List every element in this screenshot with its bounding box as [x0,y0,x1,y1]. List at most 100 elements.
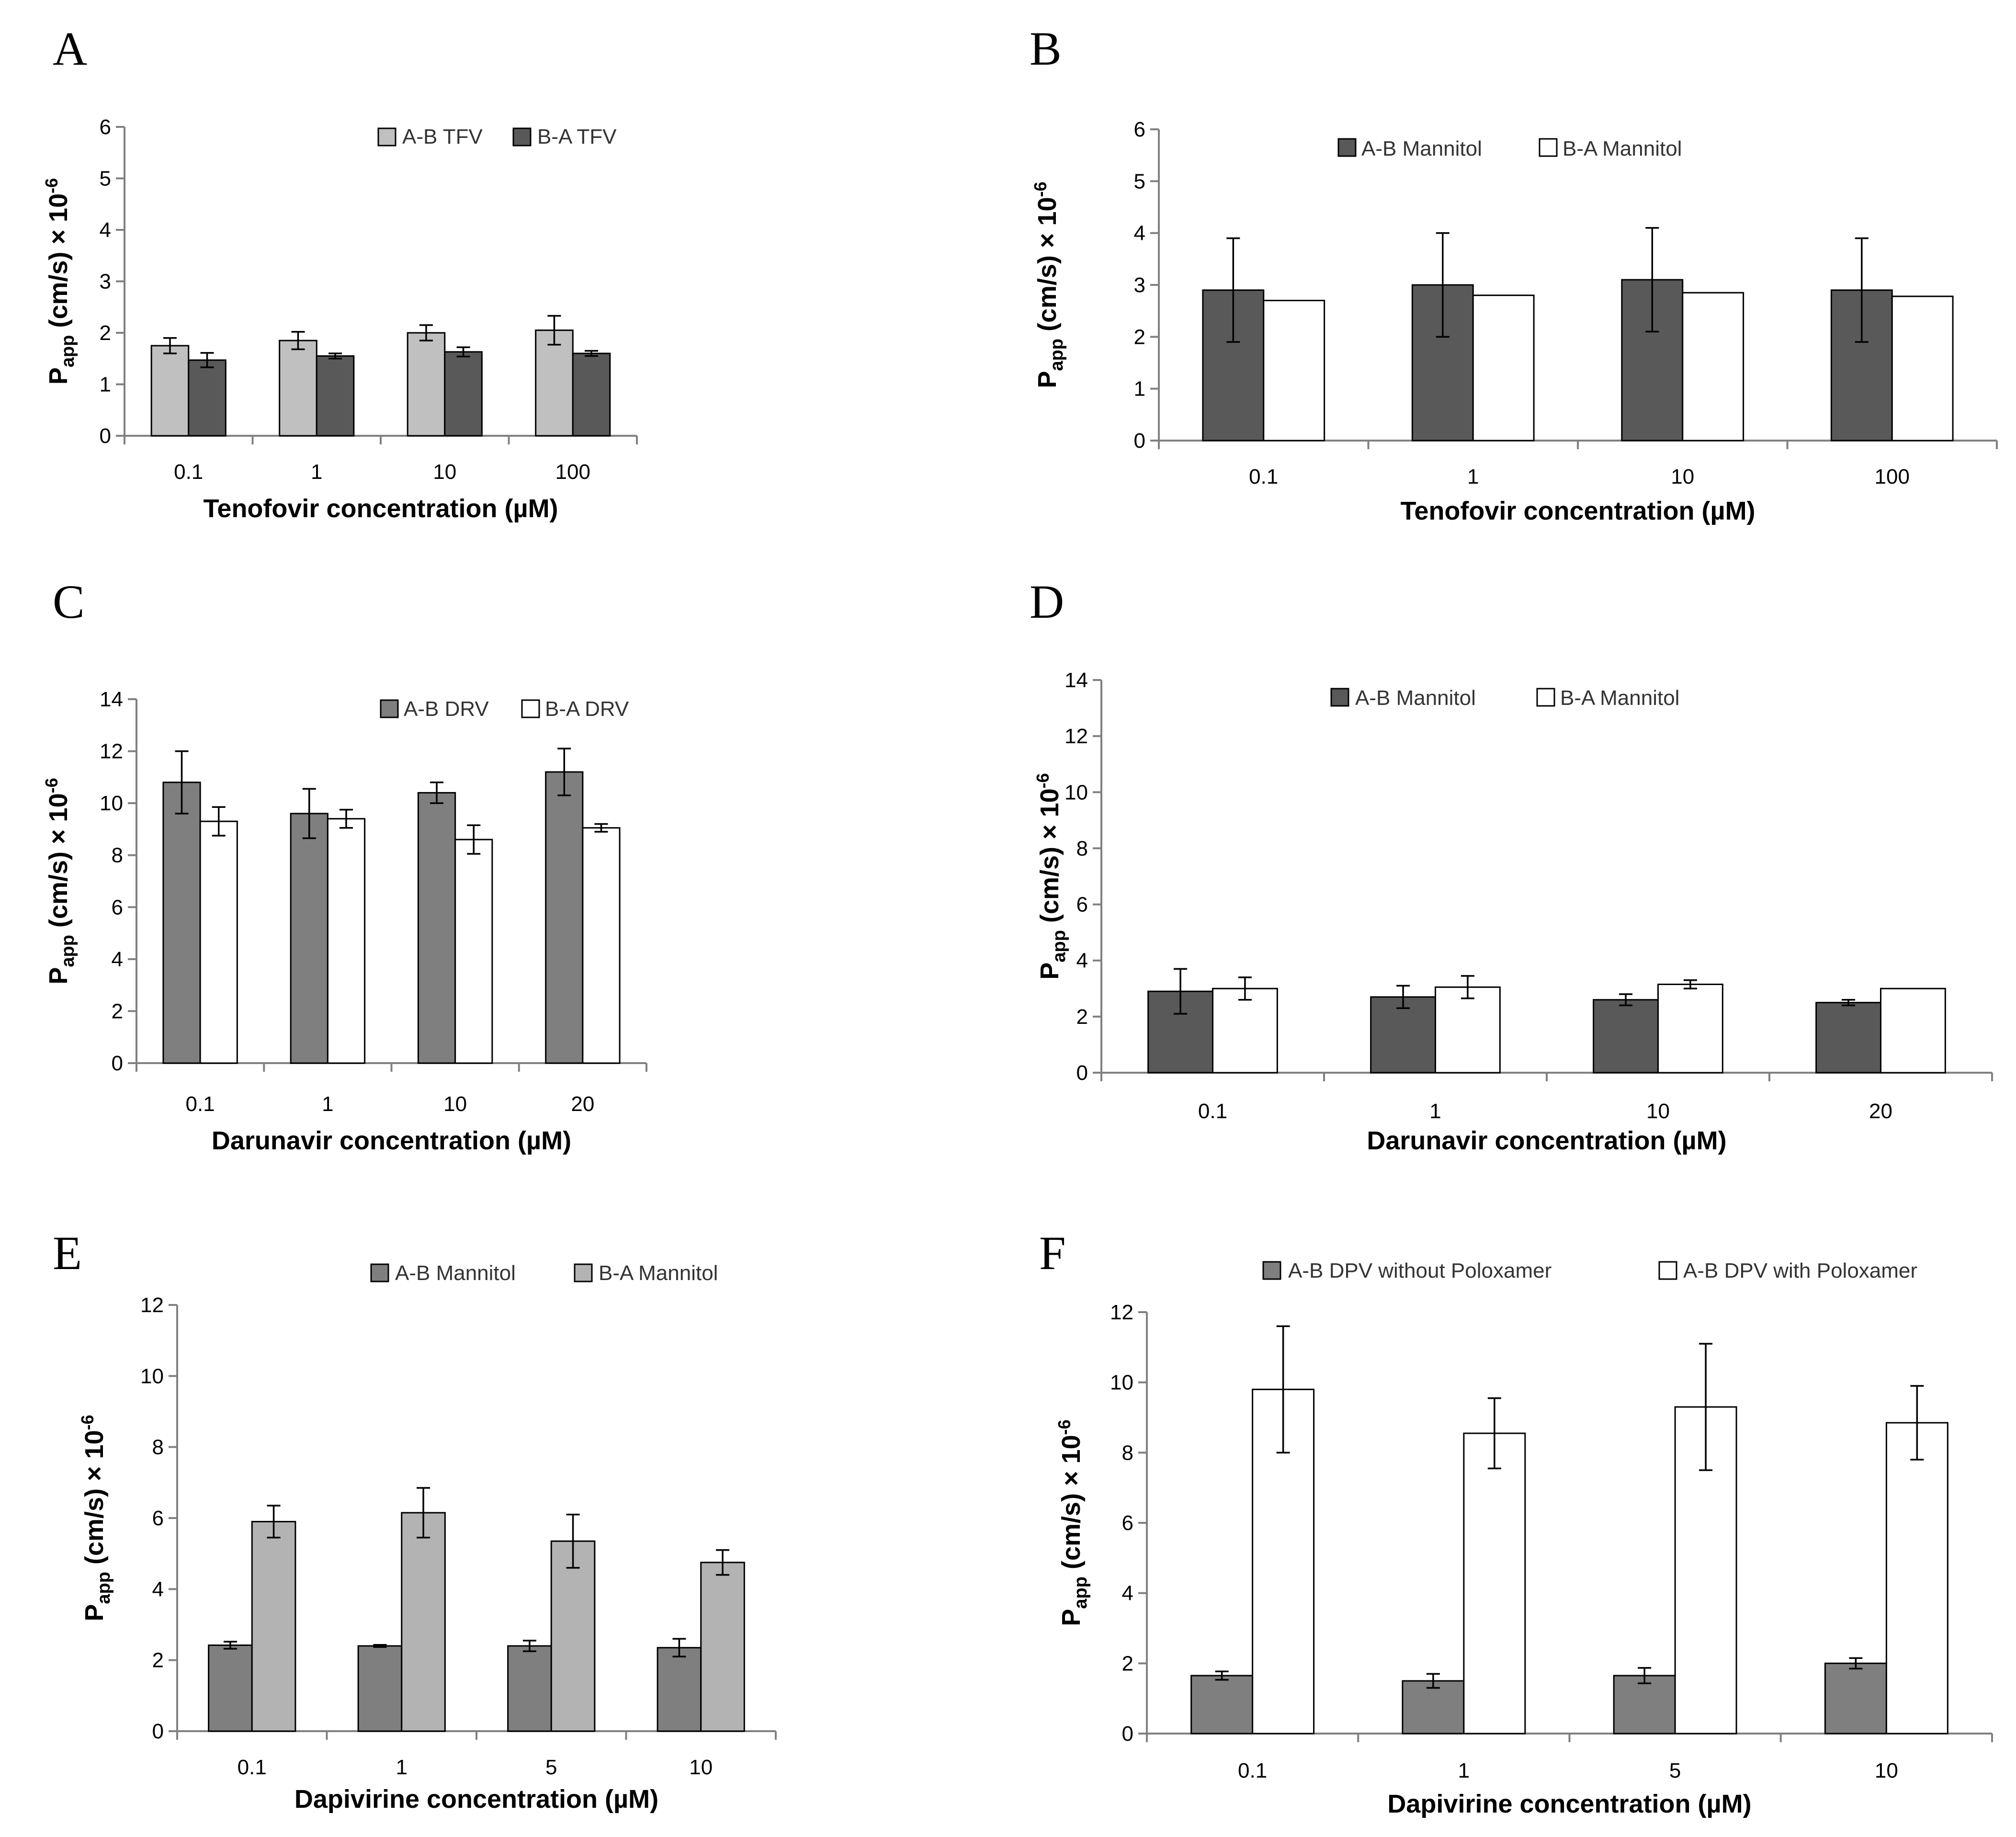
y-tick-label: 6 [1134,118,1145,141]
x-tick-label: 5 [545,1756,557,1779]
legend-label: B-A Mannitol [1563,137,1682,160]
legend-label: A-B TFV [402,125,483,148]
panel-e: E 0 2 4 6 8 10 12 0.1 1 5 10 A-B Mannitol B-A Mannito… [53,1226,777,1814]
x-tick-label: 1 [1458,1759,1470,1782]
y-axis-title: Papp (cm/s) × 10-6 [42,178,78,385]
bar [507,1645,552,1732]
bar [1824,1662,1887,1735]
y-tick-label: 0 [112,1052,123,1075]
x-tick-label: 0.1 [1238,1759,1267,1782]
legend-label: A-B Mannitol [1355,686,1476,710]
y-tick-label: 6 [112,896,123,919]
y-tick-label: 12 [100,740,123,763]
y-tick-label: 1 [1134,377,1145,401]
bar [444,351,483,437]
y-tick-label: 10 [100,792,123,815]
bar [1891,295,1954,442]
panel-letter: A [53,22,87,75]
bar [1613,1675,1676,1735]
legend-swatch [1658,1261,1677,1280]
y-axis-title-sub: app [94,1572,114,1604]
y-tick-label: 5 [100,167,111,191]
bar [1657,984,1723,1074]
y-tick-label: 8 [112,844,123,867]
y-axis-title-rest: (cm/s) × 10 [1033,197,1062,339]
panel-letter: B [1030,22,1062,75]
x-tick-label: 100 [555,460,590,484]
y-tick-label: 4 [1076,949,1088,973]
y-tick-label: 3 [100,270,111,294]
y-axis-title-sup: -6 [1054,1419,1074,1435]
x-axis-title: Darunavir concentration (µM) [1367,1126,1726,1155]
bar [316,355,355,437]
bar [1593,999,1659,1074]
y-axis-title-main: P [1035,963,1064,980]
bar [188,359,227,437]
legend-label: B-A Mannitol [1560,686,1679,710]
y-tick-label: 8 [1076,837,1088,860]
y-tick-label: 4 [112,948,123,971]
x-tick-label: 20 [1869,1100,1892,1123]
bar [150,345,190,437]
panel-b: B 0 1 2 3 4 5 6 0.1 1 10 100 A-B Mannitol B-A Mannito… [1030,22,1998,525]
bar [657,1647,702,1732]
y-tick-label: 2 [152,1649,164,1672]
x-axis-title: Dapivirine concentration (µM) [1387,1790,1751,1818]
y-axis-title-sub: app [58,335,78,368]
legend-swatch [1536,688,1555,707]
bar [251,1520,296,1732]
y-tick-label: 12 [1110,1301,1133,1324]
y-tick-label: 4 [1134,222,1145,245]
bar [550,1540,596,1732]
x-tick-label: 1 [1429,1100,1441,1123]
bar [454,839,493,1064]
panel-f: F 0 2 4 6 8 10 12 0.1 1 5 10 A-B DPV without Poloxam… [1039,1226,1993,1818]
bar [1202,289,1265,442]
y-tick-label: 0 [1134,429,1145,453]
bar [290,813,328,1064]
bar [1815,1002,1881,1074]
bar [535,329,574,437]
x-tick-label: 10 [433,460,456,484]
y-axis-title-rest: (cm/s) × 10 [80,1430,109,1572]
x-tick-label: 0.1 [174,460,203,484]
x-axis-title: Tenofovir concentration (µM) [203,494,558,523]
bar [1682,292,1744,442]
x-tick-label: 0.1 [1249,465,1278,488]
y-tick-label: 2 [100,321,111,345]
bar [1435,986,1501,1074]
bar [401,1512,446,1732]
x-tick-label: 0.1 [238,1756,267,1779]
y-axis-title-sup: -6 [42,778,61,793]
bar [1885,1422,1948,1735]
legend-label: B-A Mannitol [599,1261,718,1285]
y-axis-title-main: P [1033,371,1062,388]
bar [582,827,621,1064]
y-tick-label: 2 [1076,1005,1088,1029]
y-axis-title-main: P [1057,1609,1086,1626]
y-axis-title-sub: app [1071,1576,1091,1609]
y-axis-title-sub: app [58,935,78,967]
y-axis-title-main: P [44,967,73,985]
y-tick-label: 0 [152,1720,164,1743]
bar [1212,987,1278,1074]
x-tick-label: 10 [1875,1759,1898,1782]
y-axis-title-main: P [44,367,73,385]
y-tick-label: 0 [1076,1061,1088,1085]
legend-swatch [380,699,399,718]
y-tick-label: 8 [152,1436,164,1459]
y-tick-label: 4 [152,1577,164,1601]
legend-label: A-B Mannitol [1361,137,1482,160]
y-tick-label: 6 [1122,1511,1133,1535]
bar [1190,1675,1254,1735]
x-tick-label: 20 [571,1092,594,1116]
y-axis-title-sup: -6 [78,1415,97,1430]
bar [162,782,201,1064]
legend-label: A-B DPV with Poloxamer [1683,1259,1917,1282]
y-tick-label: 4 [100,218,111,242]
legend-label: A-B DPV without Poloxamer [1288,1259,1552,1282]
y-axis-title-sub: app [1049,930,1069,963]
bar [1263,300,1325,442]
y-tick-label: 0 [100,424,111,448]
